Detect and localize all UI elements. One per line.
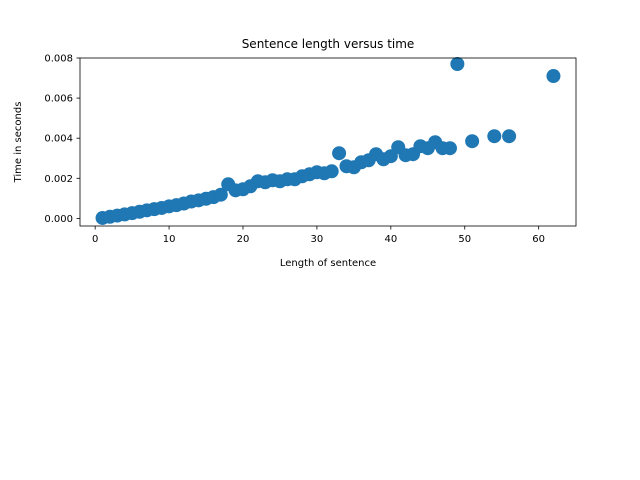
y-tick-label: 0.002 — [44, 174, 73, 185]
x-axis-label: Length of sentence — [280, 258, 376, 269]
plot-frame — [79, 57, 577, 227]
x-tick-label: 10 — [163, 234, 176, 245]
data-points — [95, 57, 561, 225]
x-tick-label: 20 — [237, 234, 250, 245]
x-tick-label: 0 — [92, 234, 98, 245]
data-point — [324, 164, 339, 179]
data-point — [332, 146, 347, 161]
y-tick-label: 0.006 — [44, 94, 73, 105]
x-axis-ticks: 0 10 20 30 40 50 60 — [92, 226, 545, 245]
data-point — [502, 129, 517, 144]
x-tick-label: 60 — [532, 234, 545, 245]
y-tick-label: 0.004 — [44, 134, 73, 145]
data-point — [450, 57, 465, 72]
data-point — [213, 187, 228, 202]
y-axis-label: Time in seconds — [13, 102, 24, 184]
x-tick-label: 40 — [384, 234, 397, 245]
chart-title: Sentence length versus time — [242, 37, 415, 51]
y-axis-ticks: 0.000 0.002 0.004 0.006 0.008 — [44, 54, 80, 225]
data-point — [465, 134, 480, 149]
data-point — [546, 69, 561, 84]
y-tick-label: 0.008 — [44, 54, 73, 65]
y-tick-label: 0.000 — [44, 214, 73, 225]
data-point — [442, 141, 457, 156]
x-tick-label: 50 — [458, 234, 471, 245]
data-point — [487, 129, 502, 144]
x-tick-label: 30 — [311, 234, 324, 245]
plot-area — [80, 58, 576, 226]
